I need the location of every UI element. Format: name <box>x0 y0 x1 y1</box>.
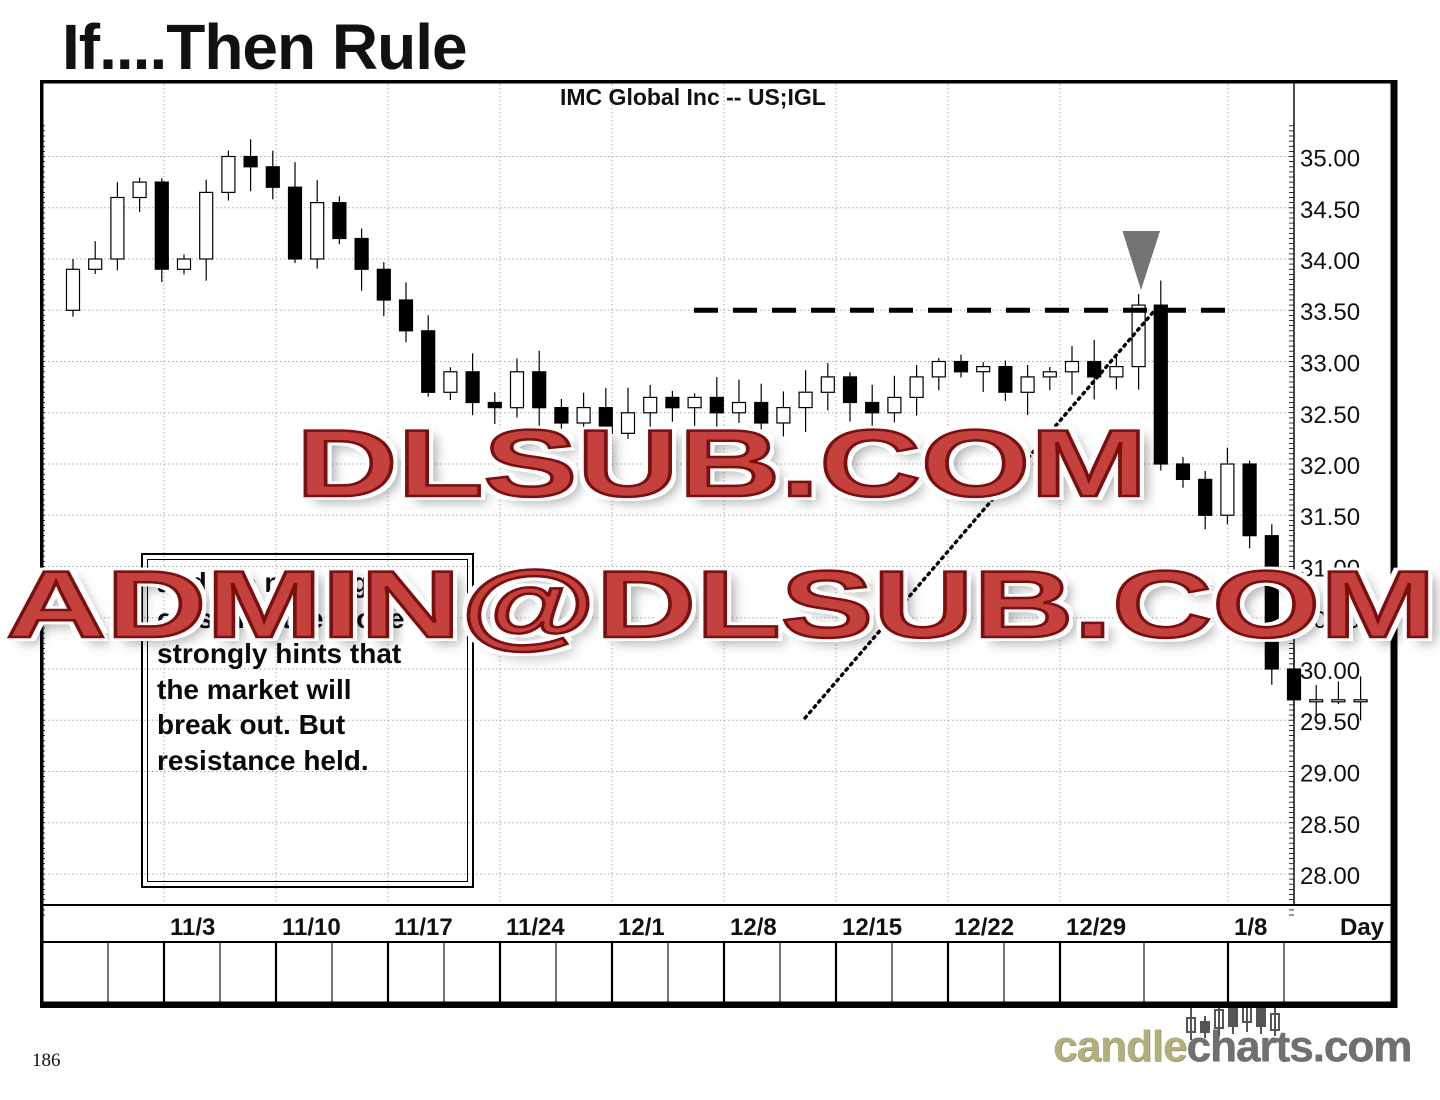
svg-text:12/15: 12/15 <box>842 914 902 941</box>
svg-text:29.50: 29.50 <box>1300 709 1360 736</box>
svg-text:31.50: 31.50 <box>1300 504 1360 531</box>
svg-text:28.50: 28.50 <box>1300 812 1360 839</box>
svg-text:34.50: 34.50 <box>1300 197 1360 224</box>
svg-text:32.00: 32.00 <box>1300 453 1360 480</box>
svg-text:11/10: 11/10 <box>282 914 341 941</box>
svg-text:32.50: 32.50 <box>1300 402 1360 429</box>
svg-text:1/8: 1/8 <box>1234 914 1267 941</box>
svg-text:12/1: 12/1 <box>618 914 665 941</box>
svg-text:33.50: 33.50 <box>1300 299 1360 326</box>
svg-text:11/3: 11/3 <box>170 914 215 941</box>
svg-text:12/29: 12/29 <box>1066 914 1126 941</box>
svg-text:29.00: 29.00 <box>1300 761 1360 788</box>
svg-text:11/17: 11/17 <box>394 914 453 941</box>
svg-text:28.00: 28.00 <box>1300 863 1360 890</box>
svg-text:Day: Day <box>1340 914 1385 941</box>
svg-text:IMC Global Inc -- US;IGL: IMC Global Inc -- US;IGL <box>560 84 826 110</box>
svg-text:12/22: 12/22 <box>954 914 1014 941</box>
svg-text:30.00: 30.00 <box>1300 658 1360 685</box>
svg-text:34.00: 34.00 <box>1300 248 1360 275</box>
svg-text:11/24: 11/24 <box>506 914 565 941</box>
svg-text:12/8: 12/8 <box>730 914 777 941</box>
svg-text:35.00: 35.00 <box>1300 146 1360 173</box>
svg-text:33.00: 33.00 <box>1300 351 1360 378</box>
